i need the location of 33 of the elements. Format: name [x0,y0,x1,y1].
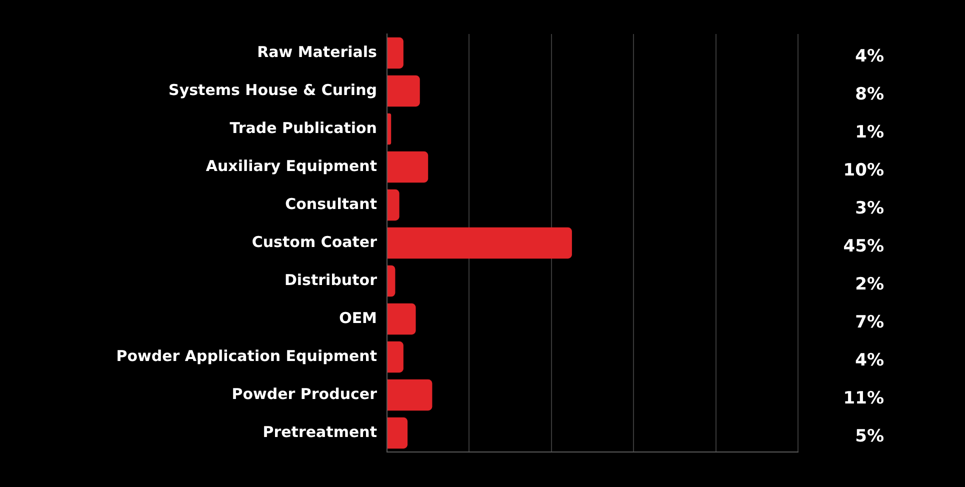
y-tick-label: Consultant [285,194,377,213]
bar [388,303,416,335]
data-label: 11% [843,388,884,408]
bar [388,75,420,107]
y-tick-label: Raw Materials [257,42,378,61]
data-label: 45% [843,236,884,256]
bar [388,417,408,449]
y-tick-label: Powder Application Equipment [116,346,377,365]
y-tick-label: OEM [339,308,377,327]
bar [388,227,572,259]
y-tick-label: Custom Coater [252,232,378,251]
y-tick-label: Powder Producer [232,384,378,403]
data-label: 5% [855,426,884,446]
data-label: 4% [855,350,884,370]
y-tick-label: Trade Publication [230,118,377,137]
bar [388,265,396,297]
y-tick-label: Auxiliary Equipment [206,156,377,175]
y-tick-label: Systems House & Curing [168,80,377,99]
data-label: 7% [855,312,884,332]
y-tick-label: Distributor [284,270,378,289]
bar [388,189,400,221]
bar [388,37,404,69]
data-label: 8% [855,84,884,104]
data-label: 1% [855,122,884,142]
data-label: 10% [843,160,884,180]
bar [388,151,428,183]
data-label: 2% [855,274,884,294]
data-label: 3% [855,198,884,218]
bar [388,379,432,411]
bar [388,113,392,145]
bar [388,341,404,373]
data-label: 4% [855,46,884,66]
y-tick-label: Pretreatment [262,422,377,441]
